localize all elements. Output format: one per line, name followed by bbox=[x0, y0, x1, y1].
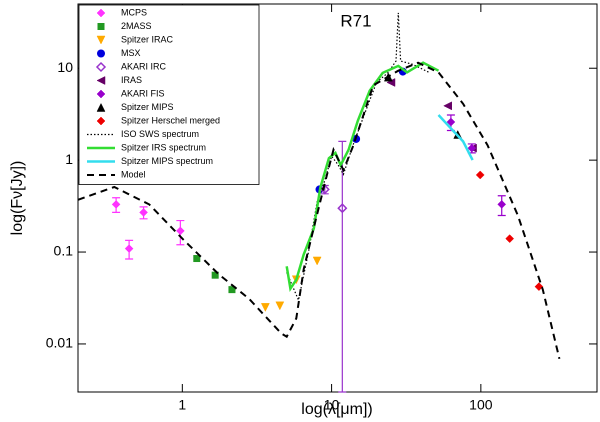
marker bbox=[96, 76, 106, 85]
marker bbox=[275, 301, 285, 311]
marker bbox=[97, 49, 105, 58]
legend-label: Spitzer IRAC bbox=[121, 34, 174, 44]
legend-label: Spitzer MIPS bbox=[121, 102, 174, 112]
y-tick-label: 1 bbox=[65, 151, 73, 167]
x-tick-label: 10 bbox=[324, 397, 340, 413]
marker bbox=[312, 256, 322, 266]
marker bbox=[443, 101, 452, 111]
legend: MCPS 2MASS Spitzer IRAC MSX AKARI IRC IRAS AKA… bbox=[78, 4, 260, 185]
legend-label: MCPS bbox=[121, 7, 147, 17]
spectrum-line bbox=[437, 114, 474, 161]
marker bbox=[193, 255, 201, 263]
marker bbox=[467, 143, 477, 153]
marker bbox=[260, 303, 270, 312]
marker bbox=[534, 282, 544, 292]
marker bbox=[96, 8, 106, 18]
legend-box bbox=[78, 4, 260, 185]
marker bbox=[96, 35, 106, 45]
plot-frame bbox=[77, 3, 598, 393]
legend-label: 2MASS bbox=[121, 21, 152, 31]
marker bbox=[176, 226, 185, 236]
legend-label: MSX bbox=[121, 48, 141, 58]
marker bbox=[337, 203, 348, 214]
legend-label: AKARI IRC bbox=[121, 61, 167, 71]
x-tick-label: 1 bbox=[178, 397, 186, 413]
marker bbox=[96, 89, 106, 99]
spectrum-line bbox=[286, 12, 430, 303]
spectrum-line bbox=[285, 61, 440, 292]
marker bbox=[124, 244, 134, 253]
legend-label: AKARI FIS bbox=[121, 88, 165, 98]
y-tick-label: 10 bbox=[57, 59, 73, 75]
y-axis-label: log(Fν[Jy]) bbox=[9, 161, 26, 236]
legend-label: ISO SWS spectrum bbox=[121, 129, 199, 139]
marker bbox=[497, 200, 507, 209]
legend-label: Spitzer Herschel merged bbox=[121, 115, 220, 125]
marker bbox=[228, 286, 236, 294]
marker bbox=[446, 117, 456, 127]
chart-title: R71 bbox=[340, 11, 371, 30]
marker bbox=[96, 116, 106, 126]
marker bbox=[505, 234, 515, 243]
legend-label: Model bbox=[121, 169, 146, 179]
legend-label: Spitzer IRS spectrum bbox=[121, 142, 206, 152]
error-bar bbox=[338, 140, 347, 393]
x-tick-label: 100 bbox=[469, 397, 493, 413]
y-tick-label: 0.01 bbox=[46, 335, 73, 351]
marker bbox=[96, 102, 106, 112]
marker bbox=[97, 23, 105, 30]
spectrum-line bbox=[78, 61, 561, 360]
marker bbox=[139, 208, 148, 217]
y-tick-label: 0.1 bbox=[54, 243, 74, 259]
x-axis-label: log(λ[μm]) bbox=[301, 401, 372, 418]
marker bbox=[95, 61, 107, 73]
legend-label: Spitzer MIPS spectrum bbox=[121, 156, 213, 166]
legend-label: IRAS bbox=[121, 75, 142, 85]
marker bbox=[211, 271, 219, 279]
marker bbox=[475, 170, 485, 180]
marker bbox=[111, 200, 121, 209]
